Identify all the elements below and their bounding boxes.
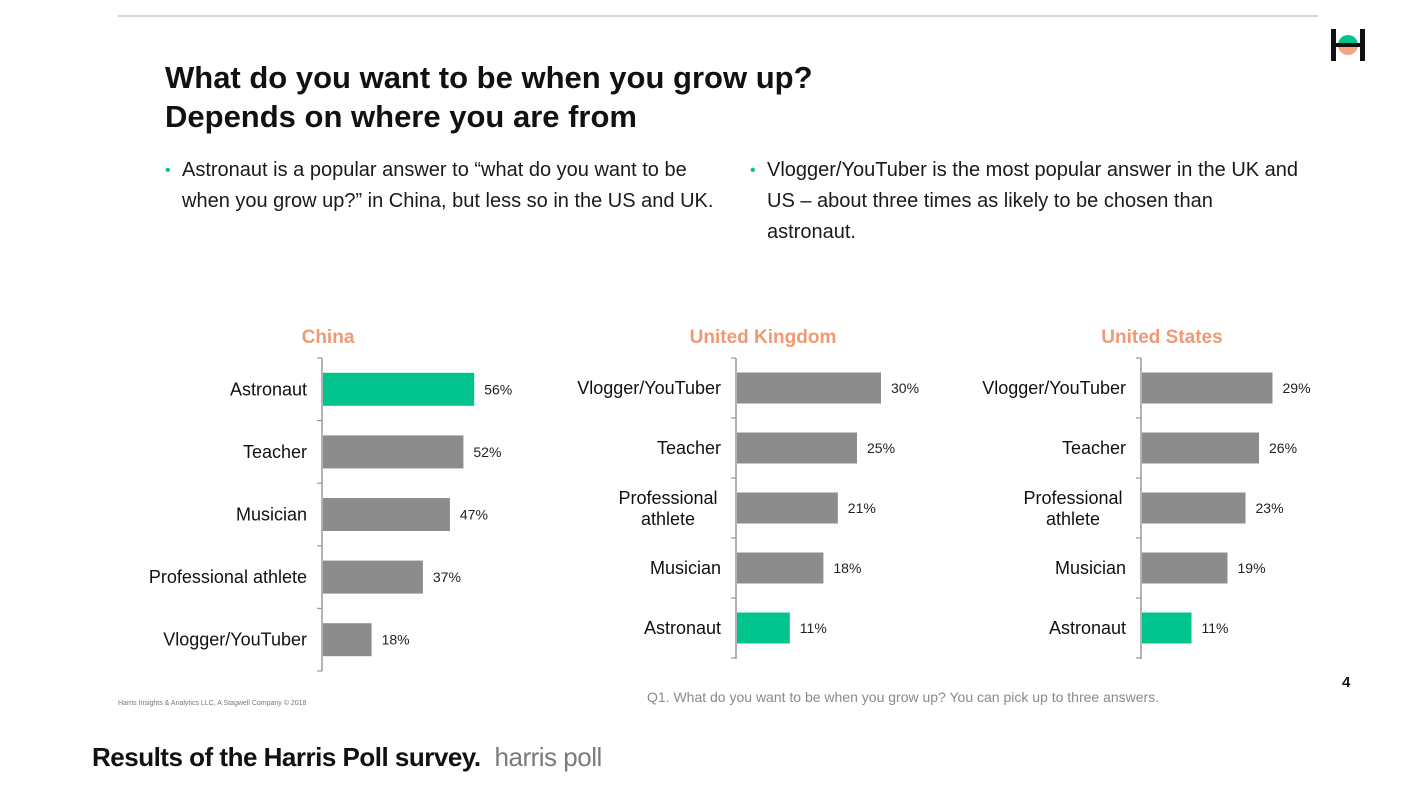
category-label: Vlogger/YouTuber	[982, 378, 1126, 398]
bar-us-2	[1142, 492, 1246, 524]
copyright-text: Harris Insights & Analytics LLC, A Stagw…	[118, 700, 307, 707]
category-label: Professional athlete	[618, 488, 717, 529]
survey-question: Q1. What do you want to be when you grow…	[647, 689, 1160, 705]
category-label: Musician	[236, 505, 307, 525]
bar-us-4	[1142, 612, 1192, 644]
category-label: Professional athlete	[1023, 488, 1122, 529]
category-label: Musician	[650, 558, 721, 578]
value-label: 11%	[800, 620, 827, 636]
bar-uk-0	[737, 372, 881, 404]
caption-source: harris poll	[494, 742, 603, 772]
value-label: 23%	[1256, 500, 1284, 516]
top-rule	[118, 15, 1318, 17]
category-label: Teacher	[243, 442, 307, 462]
bar-china-1	[323, 435, 464, 469]
bullet-uk-us: • Vlogger/YouTuber is the most popular a…	[750, 155, 1307, 248]
value-label: 47%	[460, 507, 488, 523]
bar-us-0	[1142, 372, 1273, 404]
bar-uk-2	[737, 492, 838, 524]
value-label: 37%	[433, 569, 461, 585]
slide-title: What do you want to be when you grow up?…	[165, 60, 813, 134]
bar-china-4	[323, 623, 372, 657]
harris-poll-logo	[1331, 29, 1365, 61]
value-label: 11%	[1202, 620, 1229, 636]
chart-title-china: China	[301, 327, 355, 348]
bar-china-2	[323, 498, 450, 531]
value-label: 21%	[848, 500, 876, 516]
bullet-dot-icon: •	[165, 162, 171, 179]
value-label: 26%	[1269, 440, 1297, 456]
bar-uk-4	[737, 612, 790, 644]
bar-us-1	[1142, 432, 1259, 464]
value-label: 19%	[1238, 560, 1266, 576]
caption-text: Results of the Harris Poll survey.	[92, 742, 481, 772]
chart-title-uk: United Kingdom	[689, 327, 837, 348]
category-label: Astronaut	[230, 379, 307, 399]
bullet-china: • Astronaut is a popular answer to “what…	[165, 155, 722, 217]
bullet-dot-icon: •	[750, 162, 756, 179]
bullet-text: Astronaut is a popular answer to “what d…	[182, 159, 714, 212]
bar-china-3	[323, 560, 423, 594]
chart-title-us: United States	[1101, 327, 1223, 348]
value-label: 25%	[867, 440, 895, 456]
value-label: 56%	[484, 381, 512, 397]
value-label: 18%	[382, 632, 410, 648]
category-label: Teacher	[1062, 438, 1126, 458]
page-number: 4	[1342, 674, 1351, 691]
category-label: Musician	[1055, 558, 1126, 578]
value-label: 18%	[833, 560, 861, 576]
value-label: 29%	[1283, 380, 1311, 396]
bar-uk-1	[737, 432, 857, 464]
image-caption: Results of the Harris Poll survey. harris…	[92, 742, 602, 773]
bar-us-3	[1142, 552, 1228, 584]
category-label: Professional athlete	[149, 567, 307, 587]
bar-china-0	[323, 372, 475, 406]
bullet-text: Vlogger/YouTuber is the most popular ans…	[767, 159, 1299, 243]
value-label: 52%	[473, 444, 501, 460]
category-label: Astronaut	[1049, 618, 1126, 638]
category-label: Astronaut	[644, 618, 721, 638]
category-label: Vlogger/YouTuber	[577, 378, 721, 398]
bar-uk-3	[737, 552, 824, 584]
category-label: Teacher	[657, 438, 721, 458]
category-label: Vlogger/YouTuber	[163, 630, 307, 650]
value-label: 30%	[891, 380, 919, 396]
